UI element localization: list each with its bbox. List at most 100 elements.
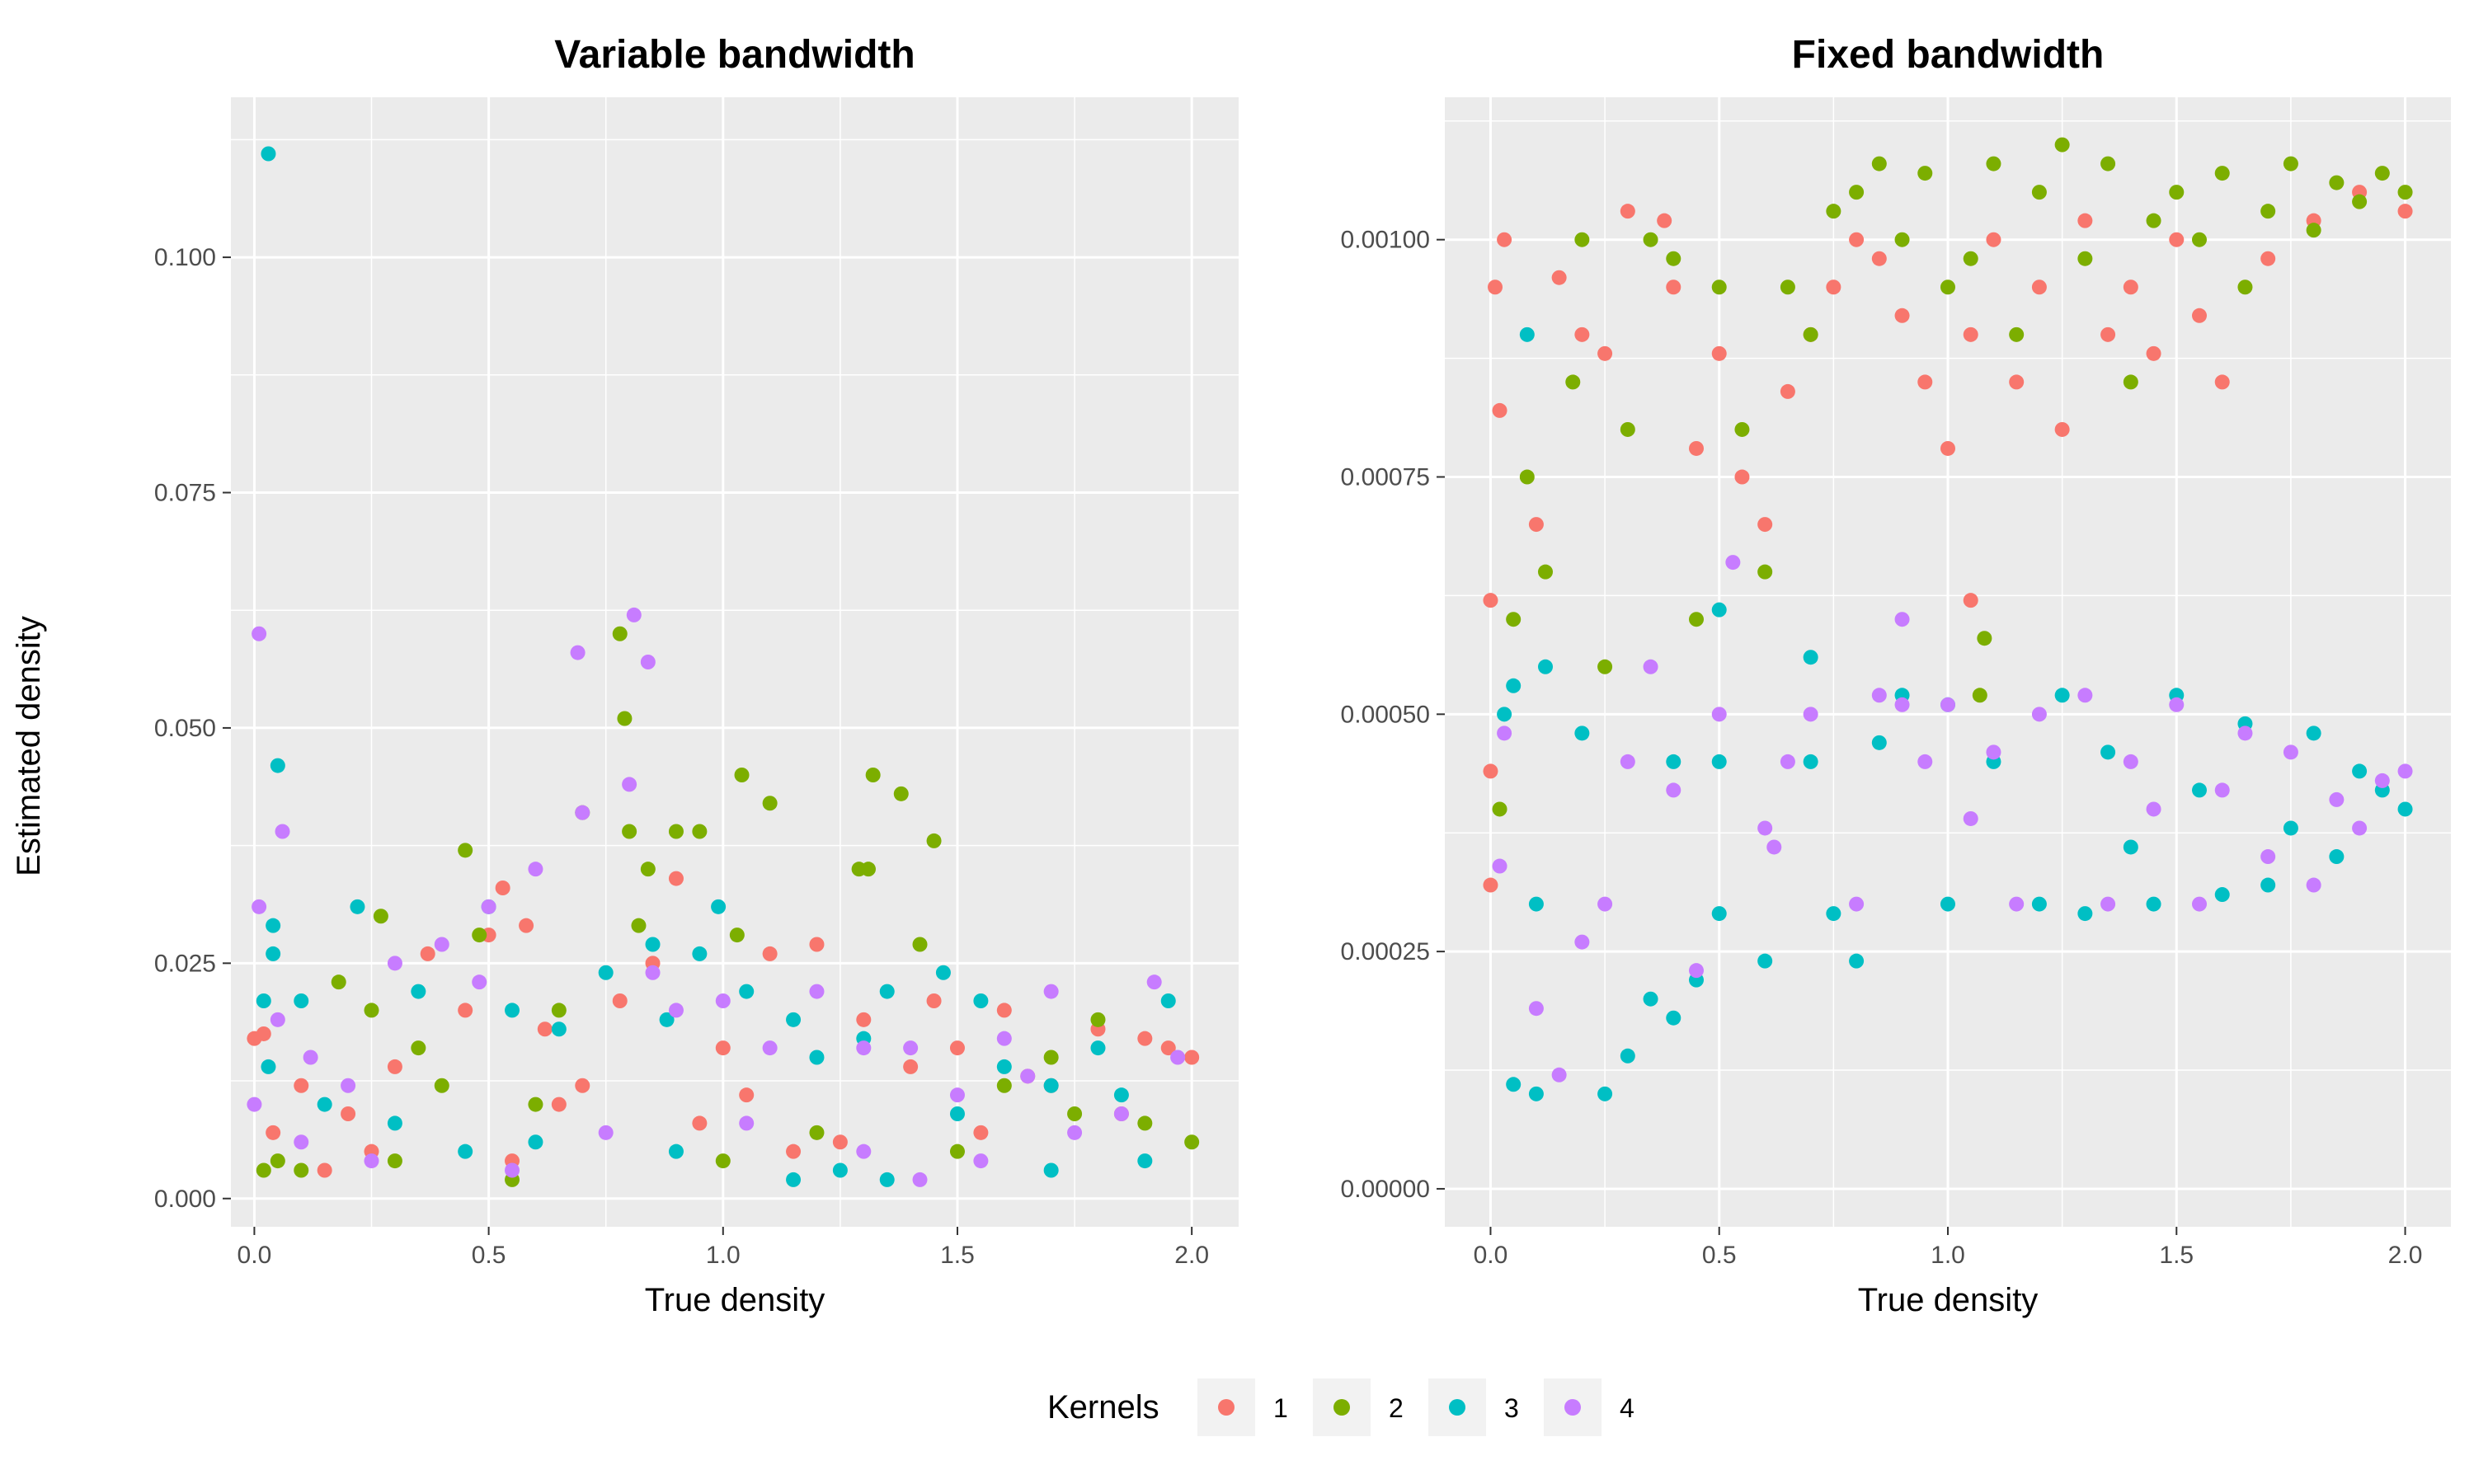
data-point bbox=[2100, 326, 2116, 342]
data-point bbox=[266, 946, 281, 961]
data-point bbox=[1538, 564, 1553, 580]
panel-title-fixed: Fixed bandwidth bbox=[1792, 33, 2105, 77]
data-point bbox=[270, 1153, 285, 1169]
data-point bbox=[1972, 688, 1987, 703]
data-point bbox=[472, 974, 487, 990]
data-point bbox=[2169, 232, 2185, 247]
data-point bbox=[912, 937, 928, 952]
data-point bbox=[1160, 1040, 1176, 1056]
data-point bbox=[1483, 877, 1498, 893]
data-point bbox=[1780, 383, 1795, 399]
data-point bbox=[1666, 251, 1681, 266]
data-point bbox=[2352, 763, 2368, 779]
data-point bbox=[1620, 754, 1635, 769]
data-point bbox=[2077, 688, 2093, 703]
data-point bbox=[1538, 659, 1553, 674]
data-point bbox=[715, 1153, 731, 1169]
data-point bbox=[640, 862, 656, 877]
data-point bbox=[856, 1040, 872, 1056]
data-point bbox=[856, 1144, 872, 1159]
data-point bbox=[387, 956, 402, 971]
data-point bbox=[294, 1134, 309, 1150]
y-tick-label: 0.050 bbox=[154, 715, 216, 742]
data-point bbox=[1519, 326, 1535, 342]
data-point bbox=[935, 965, 951, 980]
data-point bbox=[973, 1153, 989, 1169]
data-point bbox=[2237, 726, 2253, 741]
data-point bbox=[2329, 849, 2345, 865]
data-point bbox=[537, 1021, 553, 1037]
legend-label: 4 bbox=[1620, 1393, 1634, 1423]
data-point bbox=[1803, 754, 1818, 769]
data-point bbox=[2009, 326, 2025, 342]
x-tick-label: 1.0 bbox=[1931, 1242, 1965, 1269]
data-point bbox=[2192, 308, 2207, 323]
data-point bbox=[1849, 953, 1865, 969]
data-point bbox=[2123, 279, 2138, 295]
data-point bbox=[1488, 279, 1503, 295]
data-point bbox=[1497, 726, 1512, 741]
y-tick-label: 0.000 bbox=[154, 1186, 216, 1213]
data-point bbox=[1894, 697, 1910, 712]
data-point bbox=[2260, 849, 2276, 865]
data-point bbox=[1871, 156, 1887, 171]
data-point bbox=[1043, 1050, 1059, 1065]
data-point bbox=[1137, 1153, 1153, 1169]
data-point bbox=[996, 1031, 1012, 1046]
data-point bbox=[575, 805, 590, 820]
data-point bbox=[762, 1040, 778, 1056]
data-point bbox=[1574, 232, 1590, 247]
x-tick-label: 0.0 bbox=[238, 1242, 272, 1269]
data-point bbox=[1711, 906, 1727, 922]
data-point bbox=[1689, 963, 1704, 979]
data-point bbox=[247, 1097, 262, 1112]
data-point bbox=[350, 899, 365, 914]
data-point bbox=[2306, 223, 2321, 238]
data-point bbox=[2192, 896, 2207, 912]
series-2 bbox=[256, 626, 1200, 1187]
data-point bbox=[2374, 773, 2390, 788]
data-point bbox=[551, 1021, 567, 1037]
data-point bbox=[458, 843, 473, 858]
data-point bbox=[2146, 801, 2161, 817]
data-point bbox=[1492, 801, 1507, 817]
data-point bbox=[809, 1125, 825, 1140]
data-point bbox=[266, 1125, 281, 1140]
data-point bbox=[1917, 166, 1933, 181]
data-point bbox=[832, 1162, 848, 1178]
data-point bbox=[1963, 593, 1978, 608]
data-point bbox=[1894, 232, 1910, 247]
data-point bbox=[622, 777, 637, 792]
data-point bbox=[1711, 707, 1727, 722]
legend-title: Kernels bbox=[1047, 1389, 1159, 1425]
y-tick-label: 0.00075 bbox=[1341, 464, 1430, 491]
data-point bbox=[420, 946, 435, 961]
y-tick-label: 0.00025 bbox=[1341, 938, 1430, 965]
data-point bbox=[1506, 612, 1522, 627]
x-tick-label: 0.5 bbox=[1702, 1242, 1737, 1269]
data-point bbox=[1780, 754, 1795, 769]
data-point bbox=[734, 768, 750, 782]
data-point bbox=[252, 899, 267, 914]
data-point bbox=[1666, 754, 1681, 769]
y-tick-label: 0.025 bbox=[154, 950, 216, 977]
data-point bbox=[1597, 1086, 1613, 1101]
data-point bbox=[1492, 402, 1507, 418]
x-tick-label: 0.5 bbox=[472, 1242, 506, 1269]
data-point bbox=[458, 1144, 473, 1159]
data-point bbox=[715, 1040, 731, 1056]
data-point bbox=[879, 1172, 895, 1187]
data-point bbox=[2009, 374, 2025, 390]
data-point bbox=[270, 1012, 285, 1027]
data-point bbox=[612, 626, 628, 641]
data-point bbox=[1986, 744, 2001, 760]
data-point bbox=[692, 824, 708, 839]
data-point bbox=[1757, 564, 1773, 580]
data-point bbox=[266, 918, 281, 933]
x-tick-label: 0.0 bbox=[1474, 1242, 1508, 1269]
data-point bbox=[893, 786, 909, 801]
data-point bbox=[1780, 279, 1795, 295]
data-point bbox=[1497, 707, 1512, 722]
data-point bbox=[2214, 166, 2230, 181]
data-point bbox=[996, 1078, 1012, 1093]
